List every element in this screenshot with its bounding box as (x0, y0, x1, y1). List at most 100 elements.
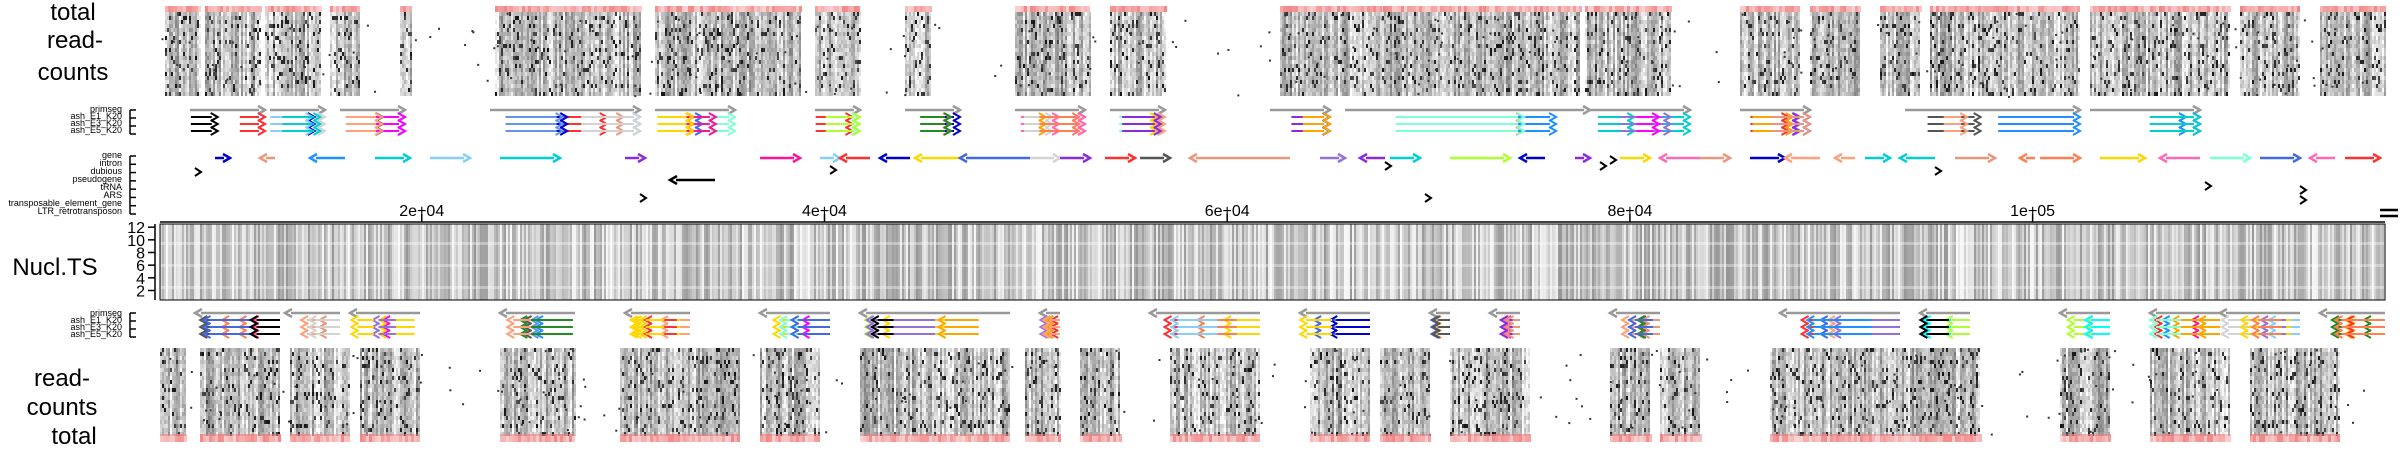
top-read-cell (619, 84, 621, 88)
top-read-cell (729, 20, 731, 24)
top-read-cell (531, 44, 533, 48)
top-read-cell (717, 76, 719, 80)
top-read-cell (273, 84, 275, 88)
top-read-cell (251, 92, 253, 96)
top-read-cell (277, 20, 279, 24)
top-read-cell (179, 40, 181, 44)
top-total-segment (1898, 6, 1901, 12)
top-read-cell (589, 92, 591, 96)
top-total-segment (1597, 6, 1600, 12)
top-read-cell (735, 56, 737, 60)
top-read-cell (599, 92, 601, 96)
top-read-cell (271, 24, 273, 28)
top-total-segment (2282, 6, 2285, 12)
top-read-cell (587, 44, 589, 48)
top-read-cell (555, 20, 557, 24)
top-read-cell (400, 40, 402, 44)
top-read-cell (235, 48, 237, 52)
top-read-cell (677, 48, 679, 52)
top-read-cell (165, 40, 167, 44)
top-read-cell (402, 52, 404, 56)
top-read-cell (553, 92, 555, 96)
top-read-cell (537, 84, 539, 88)
top-read-cell (275, 84, 277, 88)
top-read-cell (705, 36, 707, 40)
top-total-segment (1828, 6, 1831, 12)
top-read-cell (195, 64, 197, 68)
top-read-cell (563, 76, 565, 80)
top-read-cell (719, 48, 721, 52)
top-read-cell (663, 32, 665, 36)
top-total-segment (1794, 6, 1797, 12)
top-read-cell (354, 16, 356, 20)
top-read-cell (499, 40, 501, 44)
top-read-cell (677, 32, 679, 36)
top-read-cell (404, 12, 406, 16)
top-read-cell (279, 44, 281, 48)
top-read-cell (599, 16, 601, 20)
top-read-cell (265, 24, 267, 28)
top-read-cell (245, 76, 247, 80)
top-read-cell (523, 20, 525, 24)
top-read-cell (601, 84, 603, 88)
top-read-cell (245, 48, 247, 52)
top-read-cell (281, 12, 283, 16)
top-read-cell (725, 56, 727, 60)
top-read-cell (311, 44, 313, 48)
top-read-cell (233, 60, 235, 64)
top-read-cell (247, 80, 249, 84)
top-read-cell (655, 28, 657, 32)
top-read-cell (563, 36, 565, 40)
top-read-cell (655, 32, 657, 36)
top-read-cell (265, 64, 267, 68)
top-read-cell (527, 28, 529, 32)
top-read-cell (173, 84, 175, 88)
top-read-cell (251, 72, 253, 76)
top-total-segment (1764, 6, 1767, 12)
top-read-cell (255, 36, 257, 40)
top-total-segment (1749, 6, 1752, 12)
top-total-segment (1651, 6, 1654, 12)
top-read-cell (277, 16, 279, 20)
top-read-cell (531, 48, 533, 52)
top-read-cell (505, 60, 507, 64)
top-read-cell (623, 44, 625, 48)
top-read-cell (725, 80, 727, 84)
top-total-segment (799, 6, 802, 12)
top-read-cell (715, 48, 717, 52)
top-read-cell (633, 48, 635, 52)
top-read-cell (291, 44, 293, 48)
top-read-cell (179, 32, 181, 36)
top-read-cell (251, 84, 253, 88)
top-read-cell (661, 48, 663, 52)
top-read-cell (571, 56, 573, 60)
top-read-cell (354, 12, 356, 16)
top-read-cell (585, 36, 587, 40)
top-total-segment (345, 6, 348, 12)
top-read-cell (235, 84, 237, 88)
top-read-cell (599, 12, 601, 16)
top-read-cell (593, 64, 595, 68)
top-total-segment (1939, 6, 1942, 12)
top-read-cell (531, 68, 533, 72)
top-read-cell (410, 88, 412, 92)
top-read-cell (565, 28, 567, 32)
top-read-cell (352, 36, 354, 40)
top-read-cell (611, 68, 613, 72)
top-read-cell (735, 64, 737, 68)
top-read-cell (705, 44, 707, 48)
top-read-cell (346, 36, 348, 40)
top-read-cell (249, 64, 251, 68)
top-read-cell (215, 12, 217, 16)
top-read-cell (701, 80, 703, 84)
top-read-cell (717, 92, 719, 96)
top-read-cell (501, 16, 503, 20)
top-read-cell (271, 68, 273, 72)
top-total-segment (857, 6, 860, 12)
top-read-cell (631, 64, 633, 68)
top-read-cell (209, 84, 211, 88)
top-read-cell (505, 72, 507, 76)
top-read-cell (317, 44, 319, 48)
top-read-cell (211, 28, 213, 32)
top-total-segment (1346, 6, 1349, 12)
